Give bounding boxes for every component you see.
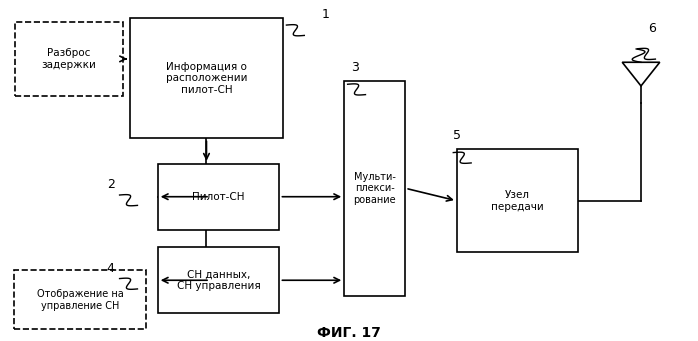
Text: 1: 1 (321, 9, 329, 21)
Text: 4: 4 (107, 262, 114, 275)
FancyBboxPatch shape (456, 149, 579, 252)
Text: 6: 6 (648, 22, 656, 35)
FancyBboxPatch shape (14, 270, 146, 329)
Text: Разброс
задержки: Разброс задержки (42, 48, 96, 70)
Text: ФИГ. 17: ФИГ. 17 (317, 326, 381, 340)
FancyBboxPatch shape (130, 18, 283, 138)
FancyBboxPatch shape (15, 22, 123, 96)
FancyBboxPatch shape (158, 164, 279, 230)
Text: СН данных,
СН управления: СН данных, СН управления (177, 269, 260, 291)
Text: Узел
передачи: Узел передачи (491, 190, 544, 211)
Text: 2: 2 (107, 178, 114, 191)
Text: Отображение на
управление СН: Отображение на управление СН (36, 289, 124, 311)
FancyBboxPatch shape (344, 81, 406, 296)
Text: 5: 5 (453, 129, 461, 142)
Text: Мульти-
плекси-
рование: Мульти- плекси- рование (353, 172, 396, 205)
FancyBboxPatch shape (158, 247, 279, 313)
Text: 3: 3 (351, 61, 359, 74)
Text: Информация о
расположении
пилот-СН: Информация о расположении пилот-СН (165, 62, 247, 95)
Text: Пилот-СН: Пилот-СН (193, 192, 245, 202)
